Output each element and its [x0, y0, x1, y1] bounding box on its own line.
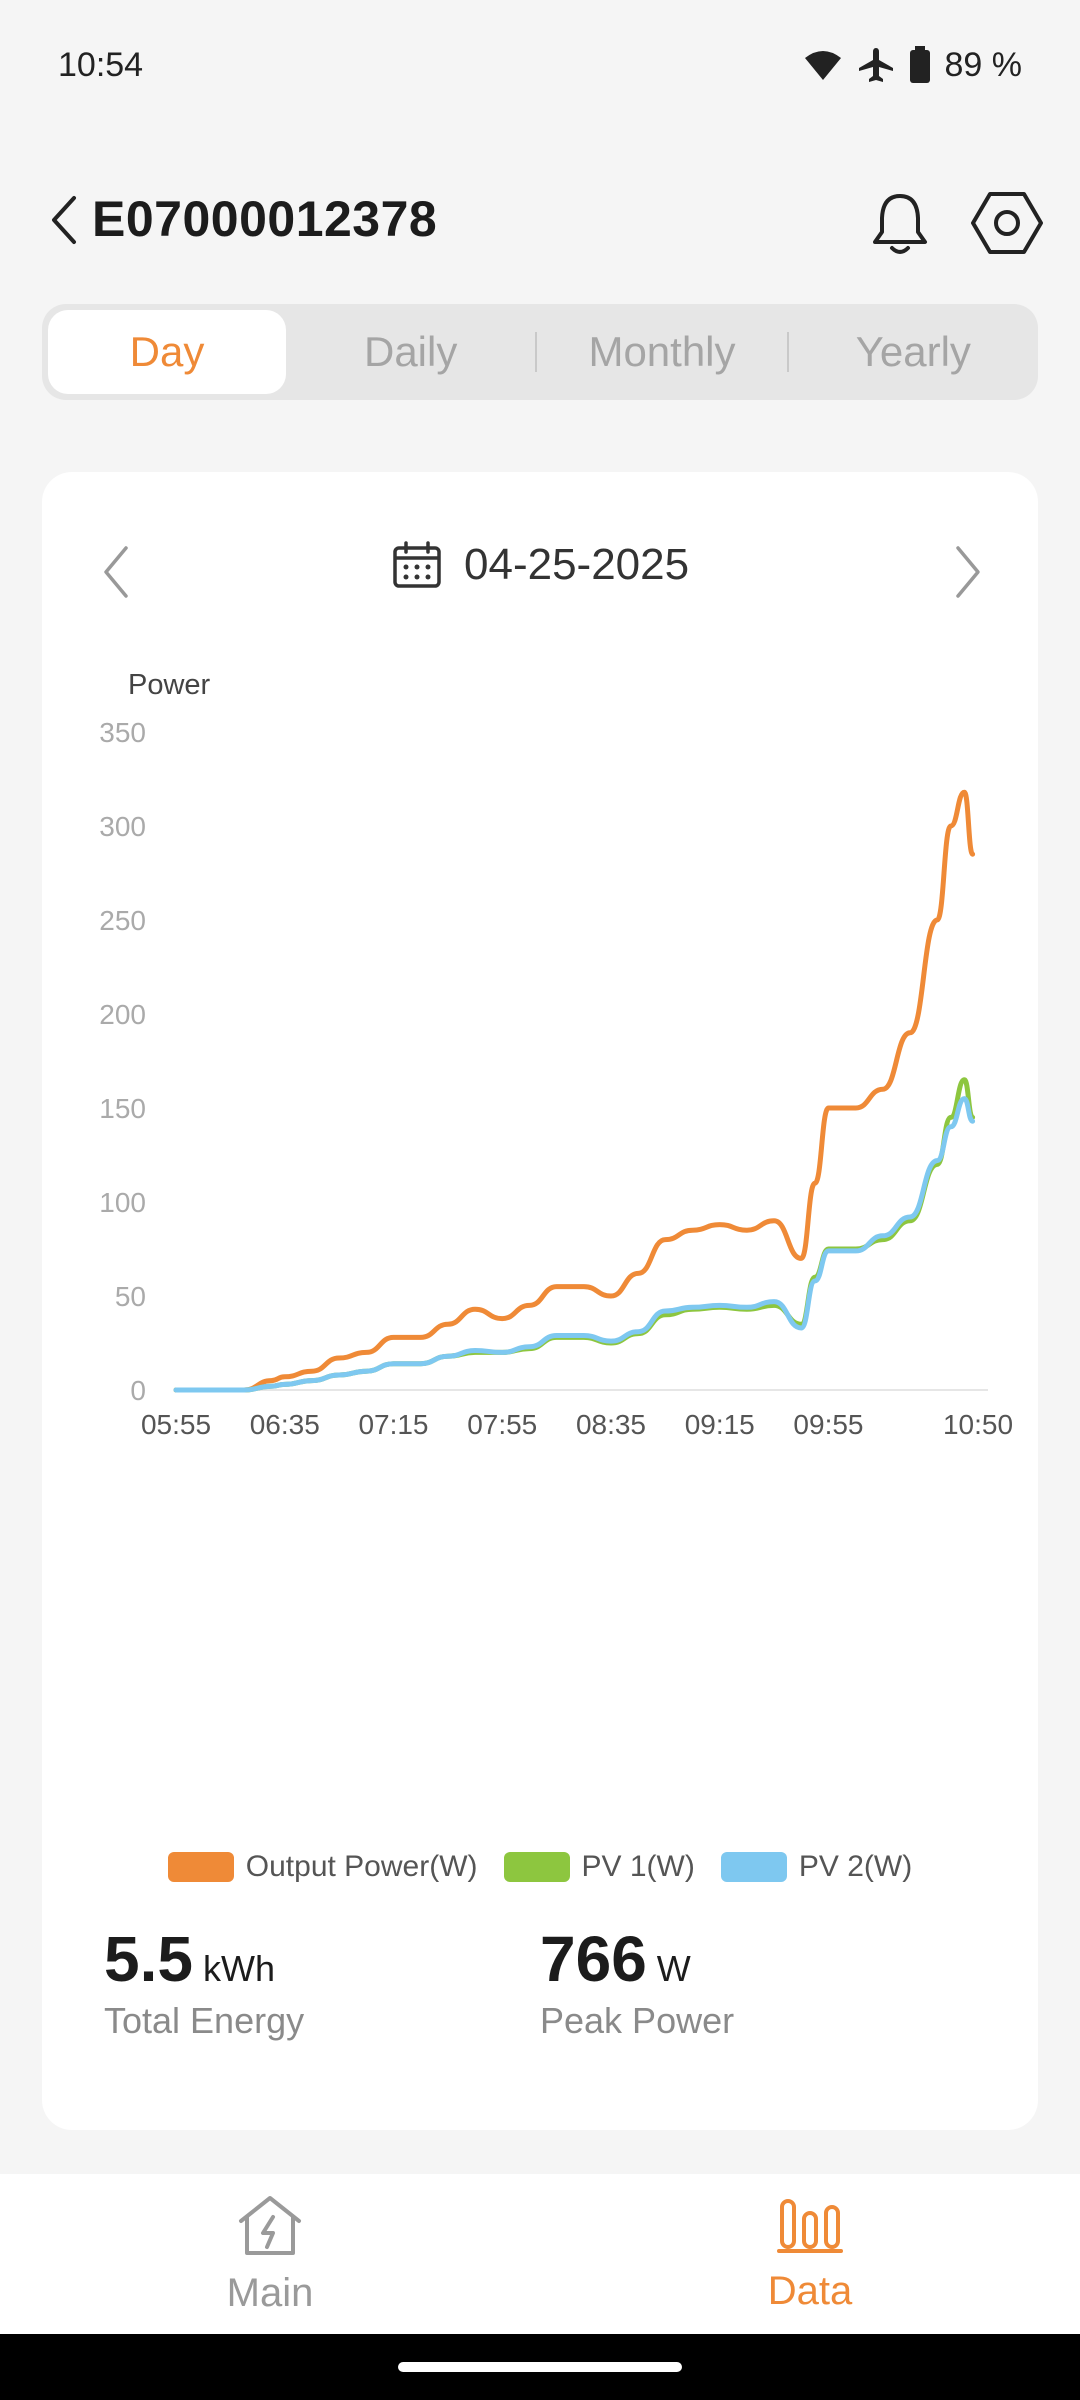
- nav-data[interactable]: Data: [540, 2174, 1080, 2334]
- y-tick-label: 100: [99, 1187, 146, 1218]
- selected-date: 04-25-2025: [464, 540, 690, 589]
- peak-power-label: Peak Power: [540, 2000, 735, 2041]
- legend-item-pv2[interactable]: PV 2(W): [720, 1850, 913, 1884]
- power-line-chart[interactable]: Power 350 300 250 200 150 100 50 0 05:55 06:35 07:1…: [42, 642, 1038, 1692]
- tab-divider: [786, 332, 789, 372]
- peak-power-stat: 766 W Peak Power: [540, 1922, 734, 2042]
- series-line-0: [173, 789, 976, 1393]
- back-button[interactable]: [44, 192, 94, 248]
- chevron-left-icon: [104, 546, 128, 598]
- y-tick-label: 350: [99, 717, 146, 748]
- home-gesture-handle[interactable]: [398, 2362, 682, 2372]
- legend-item-pv1[interactable]: PV 1(W): [503, 1850, 695, 1884]
- x-tick-label: 09:55: [793, 1409, 863, 1440]
- peak-power-unit: W: [656, 1948, 691, 1989]
- legend-swatch: [167, 1852, 234, 1882]
- home-energy-icon: [239, 2195, 301, 2255]
- x-tick-label: 07:55: [467, 1409, 537, 1440]
- y-tick-label: 150: [99, 1093, 146, 1124]
- x-tick-label: 10:50: [943, 1409, 1013, 1440]
- date-picker[interactable]: 04-25-2025: [392, 540, 689, 590]
- date-navigator: 04-25-2025: [42, 532, 1038, 612]
- bar-chart-icon: [777, 2198, 843, 2253]
- next-date-button[interactable]: [942, 542, 992, 602]
- legend-label: PV 1(W): [581, 1850, 695, 1883]
- previous-date-button[interactable]: [92, 542, 142, 602]
- y-tick-label: 50: [115, 1281, 146, 1312]
- settings-button[interactable]: [970, 188, 1044, 258]
- total-energy-stat: 5.5 kWh Total Energy: [104, 1922, 304, 2042]
- power-chart-card: 04-25-2025 Power 350 300 250 200 150 100 50 0 05:…: [42, 472, 1038, 2130]
- x-tick-label: 06:35: [250, 1409, 320, 1440]
- nav-main-label: Main: [226, 2270, 314, 2315]
- tab-daily[interactable]: Daily: [363, 328, 458, 375]
- nav-data-label: Data: [767, 2268, 853, 2313]
- total-energy-unit: kWh: [202, 1948, 275, 1989]
- status-time: 10:54: [58, 45, 144, 84]
- airplane-mode-icon: [857, 46, 895, 84]
- page-title: E07000012378: [92, 191, 438, 247]
- hexagon-settings-icon: [971, 192, 1043, 254]
- legend-label: PV 2(W): [798, 1850, 913, 1883]
- x-tick-label: 05:55: [141, 1409, 211, 1440]
- battery-icon: [909, 46, 931, 84]
- y-tick-label: 300: [99, 811, 146, 842]
- total-energy-label: Total Energy: [104, 2000, 305, 2041]
- y-tick-label: 250: [99, 905, 146, 936]
- legend-item-output-power[interactable]: Output Power(W): [167, 1850, 478, 1884]
- nav-main[interactable]: Main: [0, 2174, 540, 2334]
- bottom-navigation: Main Data: [0, 2174, 1080, 2334]
- notifications-button[interactable]: [865, 188, 935, 258]
- app-header: E07000012378: [0, 170, 1080, 270]
- system-gesture-bar: [0, 2334, 1080, 2400]
- period-tabs: Day Daily Monthly Yearly: [42, 304, 1038, 400]
- total-energy-value: 5.5: [104, 1923, 193, 1995]
- tab-divider: [535, 332, 538, 372]
- status-bar: 10:54 89 %: [0, 0, 1080, 130]
- legend-swatch: [720, 1852, 787, 1882]
- legend-swatch: [503, 1852, 570, 1882]
- y-tick-label: 200: [99, 999, 146, 1030]
- series-line-1: [173, 1077, 976, 1393]
- chart-canvas: Power 350 300 250 200 150 100 50 005:55 06:35 07:1…: [99, 669, 1013, 1440]
- tab-monthly[interactable]: Monthly: [588, 328, 736, 375]
- battery-level: 89 %: [944, 45, 1023, 84]
- tab-yearly[interactable]: Yearly: [855, 328, 971, 375]
- legend-label: Output Power(W): [245, 1850, 478, 1883]
- chevron-left-icon: [52, 196, 76, 244]
- chart-legend: Output Power(W) PV 1(W) PV 2(W): [42, 1842, 1038, 1892]
- y-axis-title: Power: [128, 669, 211, 701]
- calendar-icon: [393, 541, 441, 588]
- tab-day[interactable]: Day: [48, 310, 286, 394]
- x-tick-label: 08:35: [576, 1409, 646, 1440]
- peak-power-value: 766: [540, 1923, 647, 1995]
- series-line-2: [173, 1096, 976, 1393]
- wifi-icon: [803, 48, 843, 82]
- status-icons: 89 %: [803, 45, 1023, 85]
- chevron-right-icon: [956, 546, 980, 598]
- x-tick-label: 07:15: [358, 1409, 428, 1440]
- bell-icon: [873, 194, 927, 254]
- y-tick-label: 0: [130, 1375, 146, 1406]
- x-tick-label: 09:15: [685, 1409, 755, 1440]
